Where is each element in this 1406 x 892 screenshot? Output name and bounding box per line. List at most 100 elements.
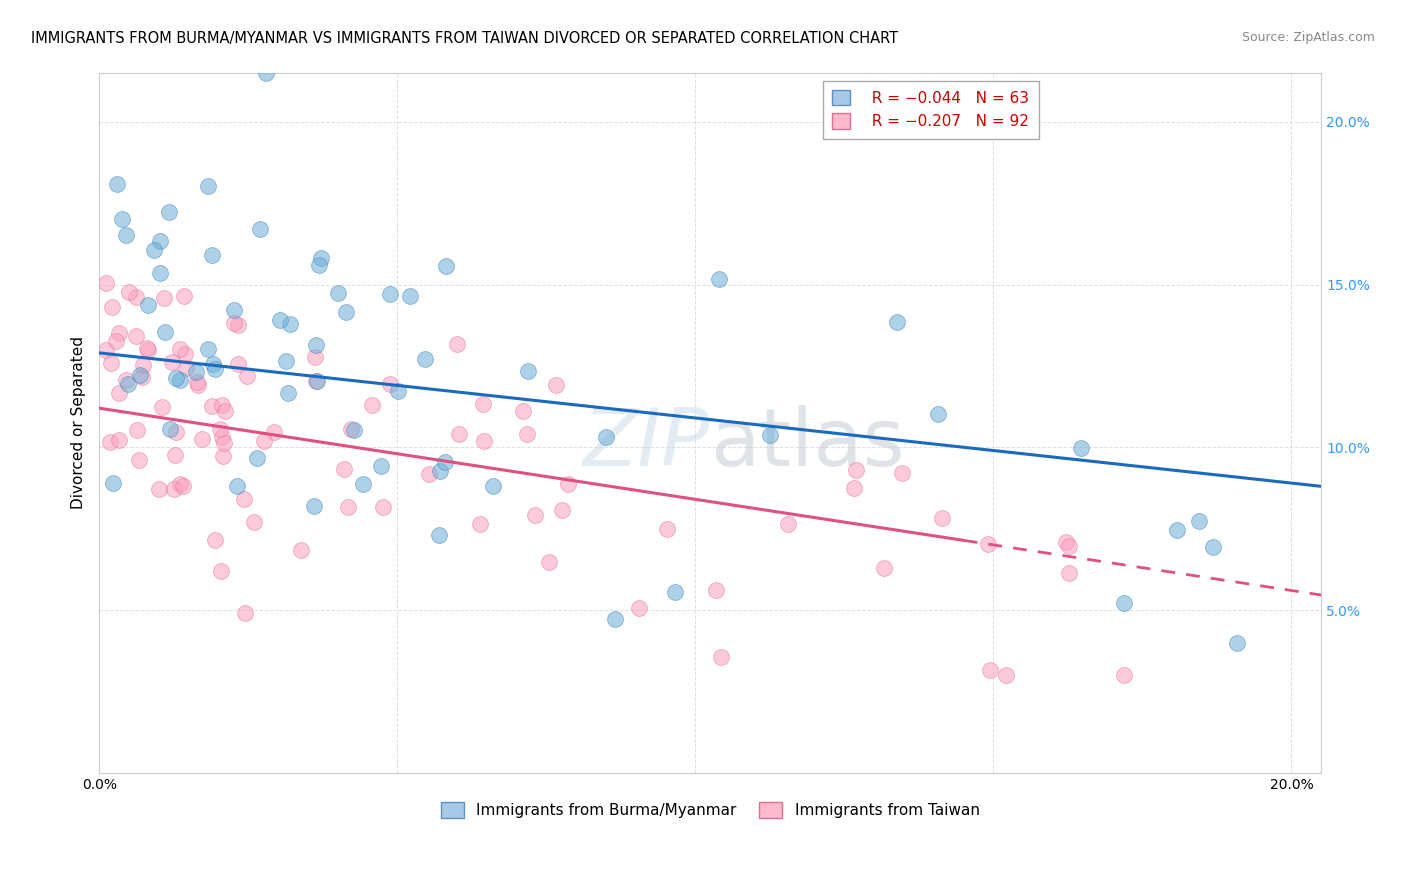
Point bbox=[370, 458, 392, 473]
Point bbox=[253, 434, 276, 449]
Point bbox=[107, 177, 129, 191]
Point bbox=[111, 211, 134, 226]
Point bbox=[842, 481, 865, 495]
Point bbox=[98, 434, 121, 449]
Point bbox=[127, 423, 149, 437]
Point bbox=[246, 450, 269, 465]
Point bbox=[707, 272, 730, 286]
Point bbox=[209, 564, 232, 578]
Point bbox=[242, 515, 264, 529]
Point bbox=[155, 326, 177, 340]
Point bbox=[214, 403, 236, 417]
Point bbox=[380, 377, 402, 392]
Point bbox=[472, 434, 495, 448]
Point bbox=[433, 455, 456, 469]
Point bbox=[352, 477, 374, 491]
Point bbox=[710, 650, 733, 665]
Point bbox=[186, 375, 208, 389]
Point bbox=[201, 399, 224, 413]
Text: IMMIGRANTS FROM BURMA/MYANMAR VS IMMIGRANTS FROM TAIWAN DIVORCED OR SEPARATED CO: IMMIGRANTS FROM BURMA/MYANMAR VS IMMIGRA… bbox=[31, 31, 898, 46]
Point bbox=[302, 500, 325, 514]
Point bbox=[254, 66, 277, 80]
Point bbox=[173, 346, 195, 360]
Point bbox=[249, 222, 271, 236]
Point bbox=[222, 316, 245, 330]
Point bbox=[169, 477, 191, 491]
Point bbox=[212, 435, 235, 450]
Point bbox=[1202, 540, 1225, 554]
Point bbox=[173, 289, 195, 303]
Point bbox=[107, 434, 129, 448]
Point bbox=[96, 276, 118, 290]
Point bbox=[551, 503, 574, 517]
Point bbox=[136, 343, 159, 358]
Point bbox=[512, 404, 534, 418]
Point bbox=[176, 361, 198, 376]
Point bbox=[335, 305, 357, 319]
Point bbox=[309, 252, 332, 266]
Point bbox=[114, 227, 136, 242]
Point bbox=[204, 362, 226, 376]
Legend: Immigrants from Burma/Myanmar, Immigrants from Taiwan: Immigrants from Burma/Myanmar, Immigrant… bbox=[434, 797, 986, 824]
Point bbox=[125, 290, 148, 304]
Point bbox=[149, 266, 172, 280]
Point bbox=[263, 425, 285, 439]
Point bbox=[1057, 539, 1080, 553]
Point bbox=[1188, 514, 1211, 528]
Point bbox=[108, 386, 131, 401]
Point bbox=[226, 318, 249, 332]
Point bbox=[1226, 635, 1249, 649]
Point bbox=[201, 357, 224, 371]
Point bbox=[128, 368, 150, 382]
Point bbox=[278, 317, 301, 331]
Point bbox=[117, 376, 139, 391]
Point bbox=[305, 338, 328, 352]
Point bbox=[886, 315, 908, 329]
Point bbox=[706, 583, 728, 598]
Point bbox=[150, 400, 173, 414]
Point bbox=[232, 492, 254, 507]
Point bbox=[211, 430, 233, 444]
Point bbox=[105, 334, 128, 348]
Point bbox=[399, 289, 422, 303]
Point bbox=[132, 358, 155, 372]
Point bbox=[276, 353, 298, 368]
Point bbox=[413, 351, 436, 366]
Point bbox=[149, 234, 172, 248]
Point bbox=[172, 479, 194, 493]
Text: atlas: atlas bbox=[710, 405, 904, 483]
Point bbox=[162, 482, 184, 496]
Point bbox=[378, 286, 401, 301]
Point bbox=[165, 425, 187, 439]
Point bbox=[977, 537, 1000, 551]
Point bbox=[186, 365, 208, 379]
Point bbox=[101, 475, 124, 490]
Point bbox=[131, 369, 153, 384]
Point bbox=[290, 543, 312, 558]
Point bbox=[143, 243, 166, 257]
Point bbox=[337, 500, 360, 515]
Point bbox=[128, 453, 150, 467]
Point bbox=[340, 422, 363, 436]
Point bbox=[845, 463, 868, 477]
Point bbox=[148, 483, 170, 497]
Point bbox=[537, 555, 560, 569]
Point bbox=[427, 528, 450, 542]
Point bbox=[118, 285, 141, 299]
Point bbox=[169, 342, 191, 356]
Point bbox=[159, 422, 181, 436]
Point bbox=[308, 259, 330, 273]
Point bbox=[429, 464, 451, 478]
Text: ZIP: ZIP bbox=[583, 405, 710, 483]
Point bbox=[226, 479, 249, 493]
Point bbox=[979, 663, 1001, 677]
Point bbox=[664, 585, 686, 599]
Point bbox=[333, 462, 356, 476]
Point bbox=[931, 510, 953, 524]
Point bbox=[873, 561, 896, 575]
Point bbox=[776, 516, 799, 531]
Point bbox=[224, 303, 246, 318]
Point bbox=[1054, 535, 1077, 549]
Point bbox=[165, 448, 187, 462]
Point bbox=[226, 358, 249, 372]
